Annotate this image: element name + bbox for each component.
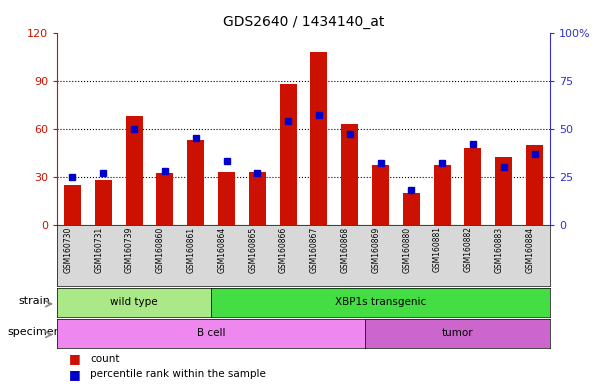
Text: count: count <box>90 354 120 364</box>
Text: GSM160881: GSM160881 <box>433 227 442 273</box>
Bar <box>434 166 451 225</box>
Text: GSM160883: GSM160883 <box>495 227 504 273</box>
Text: GSM160864: GSM160864 <box>218 227 227 273</box>
Text: specimen: specimen <box>7 327 61 337</box>
Bar <box>249 172 266 225</box>
Text: tumor: tumor <box>442 328 474 338</box>
Text: GSM160865: GSM160865 <box>248 227 257 273</box>
Bar <box>218 172 235 225</box>
Text: ■: ■ <box>69 353 81 366</box>
Bar <box>95 180 112 225</box>
Text: percentile rank within the sample: percentile rank within the sample <box>90 369 266 379</box>
Bar <box>156 174 173 225</box>
Text: ■: ■ <box>69 368 81 381</box>
Text: GSM160731: GSM160731 <box>94 227 103 273</box>
Bar <box>279 84 296 225</box>
Bar <box>64 185 81 225</box>
Text: GSM160866: GSM160866 <box>279 227 288 273</box>
Text: GSM160730: GSM160730 <box>64 227 73 273</box>
Text: XBP1s transgenic: XBP1s transgenic <box>335 297 426 308</box>
Text: GSM160867: GSM160867 <box>310 227 319 273</box>
Text: GSM160861: GSM160861 <box>187 227 196 273</box>
Text: wild type: wild type <box>111 297 158 308</box>
Text: GSM160882: GSM160882 <box>464 227 473 273</box>
Text: GDS2640 / 1434140_at: GDS2640 / 1434140_at <box>223 15 384 29</box>
Text: GSM160869: GSM160869 <box>371 227 380 273</box>
Text: GSM160868: GSM160868 <box>341 227 350 273</box>
Bar <box>403 193 419 225</box>
Bar <box>341 124 358 225</box>
Text: GSM160884: GSM160884 <box>525 227 534 273</box>
Text: GSM160860: GSM160860 <box>156 227 165 273</box>
Bar <box>465 148 481 225</box>
Text: strain: strain <box>18 296 50 306</box>
Bar <box>311 52 328 225</box>
Bar <box>495 157 512 225</box>
Bar <box>188 140 204 225</box>
Bar <box>526 145 543 225</box>
Text: GSM160880: GSM160880 <box>402 227 411 273</box>
Text: B cell: B cell <box>197 328 225 338</box>
Text: GSM160739: GSM160739 <box>125 227 134 273</box>
Bar <box>372 166 389 225</box>
Bar <box>126 116 142 225</box>
